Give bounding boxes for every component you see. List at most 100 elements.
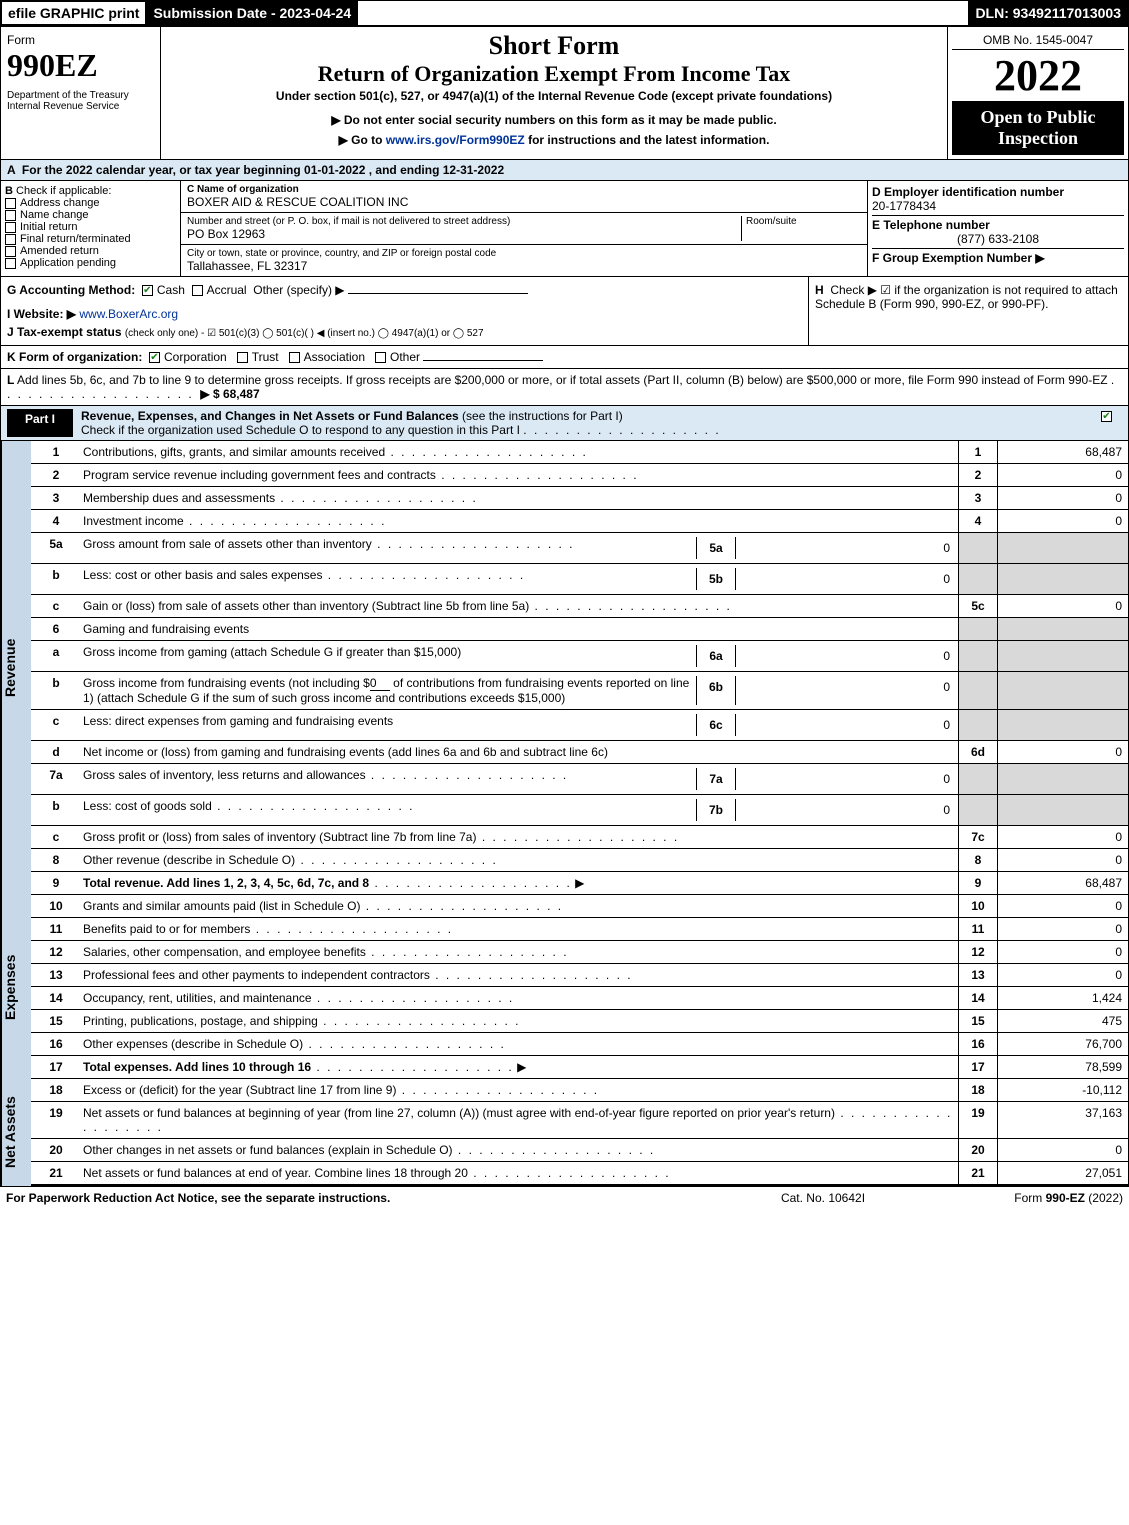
d3: Membership dues and assessments: [83, 491, 275, 505]
d10: Grants and similar amounts paid (list in…: [83, 899, 360, 913]
footer-center: Cat. No. 10642I: [723, 1191, 923, 1205]
sv6c: 0: [736, 714, 956, 736]
submission-date-cell: Submission Date - 2023-04-24: [146, 1, 358, 25]
b-heading: Check if applicable:: [16, 185, 111, 197]
h-text: Check ▶ ☑ if the organization is not req…: [815, 283, 1118, 311]
tax-year: 2022: [952, 50, 1124, 101]
form-container: efile GRAPHIC print Submission Date - 20…: [0, 0, 1129, 1187]
netassets-side-label: Net Assets: [1, 1079, 31, 1186]
ein-value: 20-1778434: [872, 199, 1124, 213]
website-link[interactable]: www.BoxerArc.org: [79, 307, 178, 321]
g-line: G Accounting Method: Cash Accrual Other …: [7, 283, 802, 297]
part-i-header: Part I Revenue, Expenses, and Changes in…: [1, 406, 1128, 441]
chk-assoc[interactable]: [289, 352, 300, 363]
a21: 27,051: [998, 1162, 1128, 1184]
page-footer: For Paperwork Reduction Act Notice, see …: [0, 1187, 1129, 1209]
chk-cash[interactable]: [142, 285, 153, 296]
gh-row: G Accounting Method: Cash Accrual Other …: [1, 277, 1128, 346]
rn18: 18: [958, 1079, 998, 1101]
n16: 16: [31, 1033, 81, 1055]
rn4: 4: [958, 510, 998, 532]
n6d: d: [31, 741, 81, 763]
i-line: I Website: ▶ www.BoxerArc.org: [7, 307, 802, 321]
sv7b: 0: [736, 799, 956, 821]
chk-application-pending[interactable]: [5, 258, 16, 269]
a8: 0: [998, 849, 1128, 871]
a2: 0: [998, 464, 1128, 486]
chk-other-org[interactable]: [375, 352, 386, 363]
d7a: Gross sales of inventory, less returns a…: [83, 768, 366, 782]
n15: 15: [31, 1010, 81, 1032]
sv6a: 0: [736, 645, 956, 667]
n1: 1: [31, 441, 81, 463]
d6c: Less: direct expenses from gaming and fu…: [83, 714, 393, 728]
n19: 19: [31, 1102, 81, 1138]
j-line: J Tax-exempt status (check only one) - ☑…: [7, 325, 802, 339]
a18: -10,112: [998, 1079, 1128, 1101]
d5c: Gain or (loss) from sale of assets other…: [83, 599, 529, 613]
i-label: I Website: ▶: [7, 307, 76, 321]
return-title: Return of Organization Exempt From Incom…: [165, 61, 943, 87]
sn6a: 6a: [696, 645, 736, 667]
rn7c: 7c: [958, 826, 998, 848]
chk-amended-return[interactable]: [5, 246, 16, 257]
b-item-0: Address change: [20, 197, 100, 209]
rn9: 9: [958, 872, 998, 894]
sn5a: 5a: [696, 537, 736, 559]
a12: 0: [998, 941, 1128, 963]
rn5a-grey: [958, 533, 998, 563]
rn8: 8: [958, 849, 998, 871]
a7b-grey: [998, 795, 1128, 825]
a17: 78,599: [998, 1056, 1128, 1078]
l-label: L: [7, 373, 14, 387]
a19: 37,163: [998, 1102, 1128, 1138]
form-id-block: Form 990EZ Department of the Treasury In…: [1, 27, 161, 159]
footer-right-bold: 990-EZ: [1046, 1191, 1085, 1205]
rn1: 1: [958, 441, 998, 463]
k-corp: Corporation: [164, 350, 227, 364]
a7a-grey: [998, 764, 1128, 794]
arrow17: ▶: [517, 1060, 526, 1074]
a3: 0: [998, 487, 1128, 509]
rn5b-grey: [958, 564, 998, 594]
chk-name-change[interactable]: [5, 210, 16, 221]
rn6d: 6d: [958, 741, 998, 763]
a-text: For the 2022 calendar year, or tax year …: [22, 163, 504, 177]
n7c: c: [31, 826, 81, 848]
chk-final-return[interactable]: [5, 234, 16, 245]
d-label: D Employer identification number: [872, 185, 1124, 199]
n7b: b: [31, 795, 81, 825]
c-street-label: Number and street (or P. O. box, if mail…: [187, 216, 741, 227]
chk-trust[interactable]: [237, 352, 248, 363]
rn13: 13: [958, 964, 998, 986]
chk-corp[interactable]: [149, 352, 160, 363]
a11: 0: [998, 918, 1128, 940]
a6d: 0: [998, 741, 1128, 763]
chk-initial-return[interactable]: [5, 222, 16, 233]
org-info-block: B Check if applicable: Address change Na…: [1, 181, 1128, 277]
d12: Salaries, other compensation, and employ…: [83, 945, 366, 959]
title-block: Short Form Return of Organization Exempt…: [161, 27, 948, 159]
j-label: J Tax-exempt status: [7, 325, 122, 339]
chk-address-change[interactable]: [5, 198, 16, 209]
rn15: 15: [958, 1010, 998, 1032]
rn10: 10: [958, 895, 998, 917]
g-accrual: Accrual: [207, 283, 247, 297]
org-street: PO Box 12963: [187, 227, 741, 241]
g-other: Other (specify) ▶: [253, 283, 344, 297]
rn16: 16: [958, 1033, 998, 1055]
sv6b: 0: [736, 676, 956, 705]
a6a-grey: [998, 641, 1128, 671]
d18: Excess or (deficit) for the year (Subtra…: [83, 1083, 396, 1097]
chk-schedule-o[interactable]: [1101, 411, 1112, 422]
irs-link[interactable]: www.irs.gov/Form990EZ: [386, 133, 525, 147]
a14: 1,424: [998, 987, 1128, 1009]
n3: 3: [31, 487, 81, 509]
a15: 475: [998, 1010, 1128, 1032]
rn20: 20: [958, 1139, 998, 1161]
chk-accrual[interactable]: [192, 285, 203, 296]
arrow9: ▶: [575, 876, 584, 890]
part-i-hint: (see the instructions for Part I): [462, 409, 623, 423]
sn7b: 7b: [696, 799, 736, 821]
k-other: Other: [390, 350, 420, 364]
